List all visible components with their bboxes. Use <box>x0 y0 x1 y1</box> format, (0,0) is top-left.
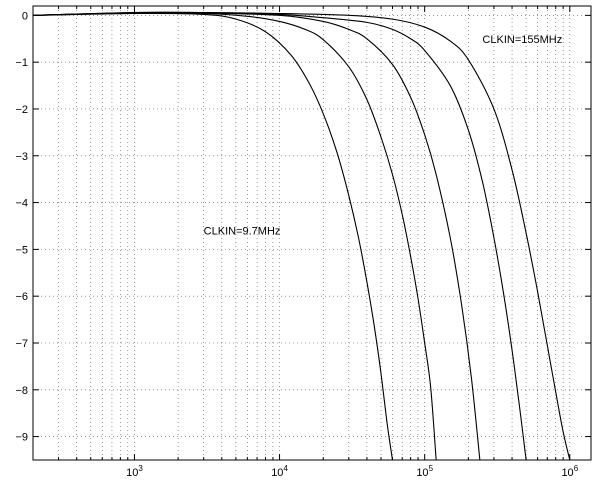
y-tick-label: 0 <box>22 10 28 22</box>
y-tick-label: −1 <box>15 57 28 69</box>
y-tick-label: −3 <box>15 151 28 163</box>
plot-frame <box>32 5 592 461</box>
y-tick-label: −2 <box>15 104 28 116</box>
annotations: CLKIN=155MHz CLKIN=9.7MHz <box>204 34 563 238</box>
annotation-label: CLKIN=155MHz <box>482 34 562 46</box>
x-tick-label-exponent: 4 <box>283 464 288 473</box>
annotation-label: CLKIN=9.7MHz <box>204 226 281 238</box>
y-tick-label: −4 <box>15 198 28 210</box>
x-tick-label: 104 <box>271 464 288 479</box>
y-tick-label: −7 <box>15 338 28 350</box>
x-tick-label-base: 10 <box>561 467 573 479</box>
y-tick-label: −9 <box>15 432 28 444</box>
x-tick-label-exponent: 6 <box>574 464 579 473</box>
series-line-2 <box>33 12 437 460</box>
grid <box>32 6 591 460</box>
series-group <box>33 11 571 460</box>
x-tick-label-base: 10 <box>271 467 283 479</box>
x-tick-label-exponent: 5 <box>429 464 434 473</box>
x-tick-label-base: 10 <box>126 467 138 479</box>
y-tick-label: −6 <box>15 291 28 303</box>
x-tick-label: 105 <box>416 464 433 479</box>
x-tick-label: 106 <box>561 464 578 479</box>
x-tick-label-exponent: 3 <box>138 464 143 473</box>
series-line-1 <box>33 12 394 460</box>
y-tick-label: −5 <box>15 244 28 256</box>
series-line-5 <box>33 11 571 460</box>
axis-ticks <box>32 6 591 460</box>
y-tick-label: −8 <box>15 385 28 397</box>
x-tick-label-base: 10 <box>416 467 428 479</box>
x-tick-label: 103 <box>126 464 143 479</box>
